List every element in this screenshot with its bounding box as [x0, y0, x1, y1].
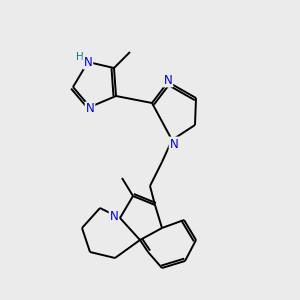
Text: N: N [84, 56, 92, 68]
Text: H: H [76, 52, 84, 62]
Text: N: N [85, 103, 94, 116]
Text: N: N [110, 209, 118, 223]
Text: N: N [164, 74, 172, 86]
Text: N: N [169, 137, 178, 151]
